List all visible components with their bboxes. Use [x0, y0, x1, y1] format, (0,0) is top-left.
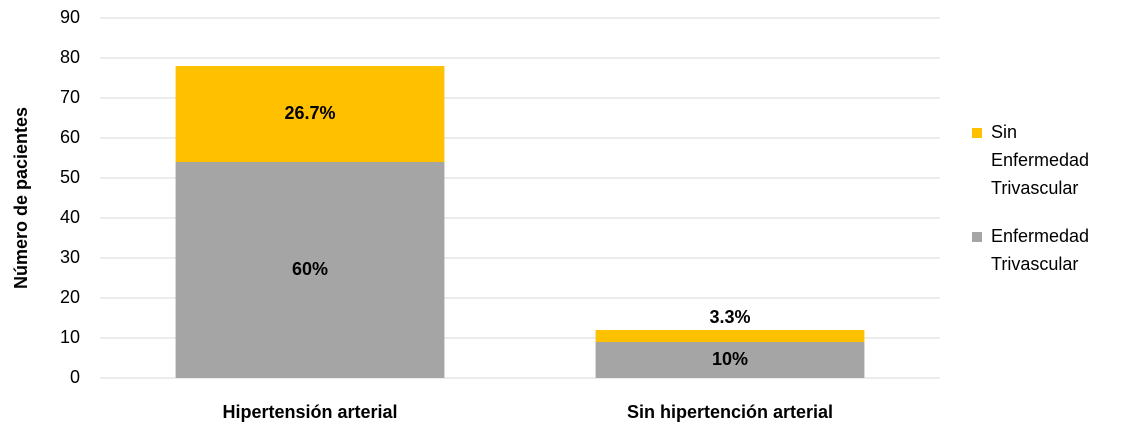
data-label: 60% — [292, 259, 328, 279]
y-tick-label: 40 — [60, 207, 80, 227]
bar-segment — [175, 162, 445, 378]
legend-label: Sin Enfermedad Trivascular — [991, 122, 1089, 198]
y-tick-label: 80 — [60, 47, 80, 67]
data-label: 26.7% — [284, 103, 335, 123]
y-tick-label: 90 — [60, 7, 80, 27]
legend-label: Enfermedad Trivascular — [991, 226, 1089, 274]
y-tick-label: 20 — [60, 287, 80, 307]
x-tick-label: Hipertensión arterial — [222, 402, 397, 422]
y-tick-label: 0 — [70, 367, 80, 387]
data-label: 10% — [712, 349, 748, 369]
y-tick-label: 70 — [60, 87, 80, 107]
bar-segment — [175, 66, 445, 162]
y-tick-label: 30 — [60, 247, 80, 267]
y-tick-label: 50 — [60, 167, 80, 187]
bar-segment — [595, 342, 865, 378]
y-tick-label: 60 — [60, 127, 80, 147]
x-tick-label: Sin hipertención arterial — [627, 402, 833, 422]
y-axis-title: Número de pacientes — [11, 107, 31, 289]
legend-swatch — [972, 128, 982, 138]
legend-swatch — [972, 232, 982, 242]
bar-segment — [595, 330, 865, 342]
y-tick-label: 10 — [60, 327, 80, 347]
data-label: 3.3% — [709, 307, 750, 327]
